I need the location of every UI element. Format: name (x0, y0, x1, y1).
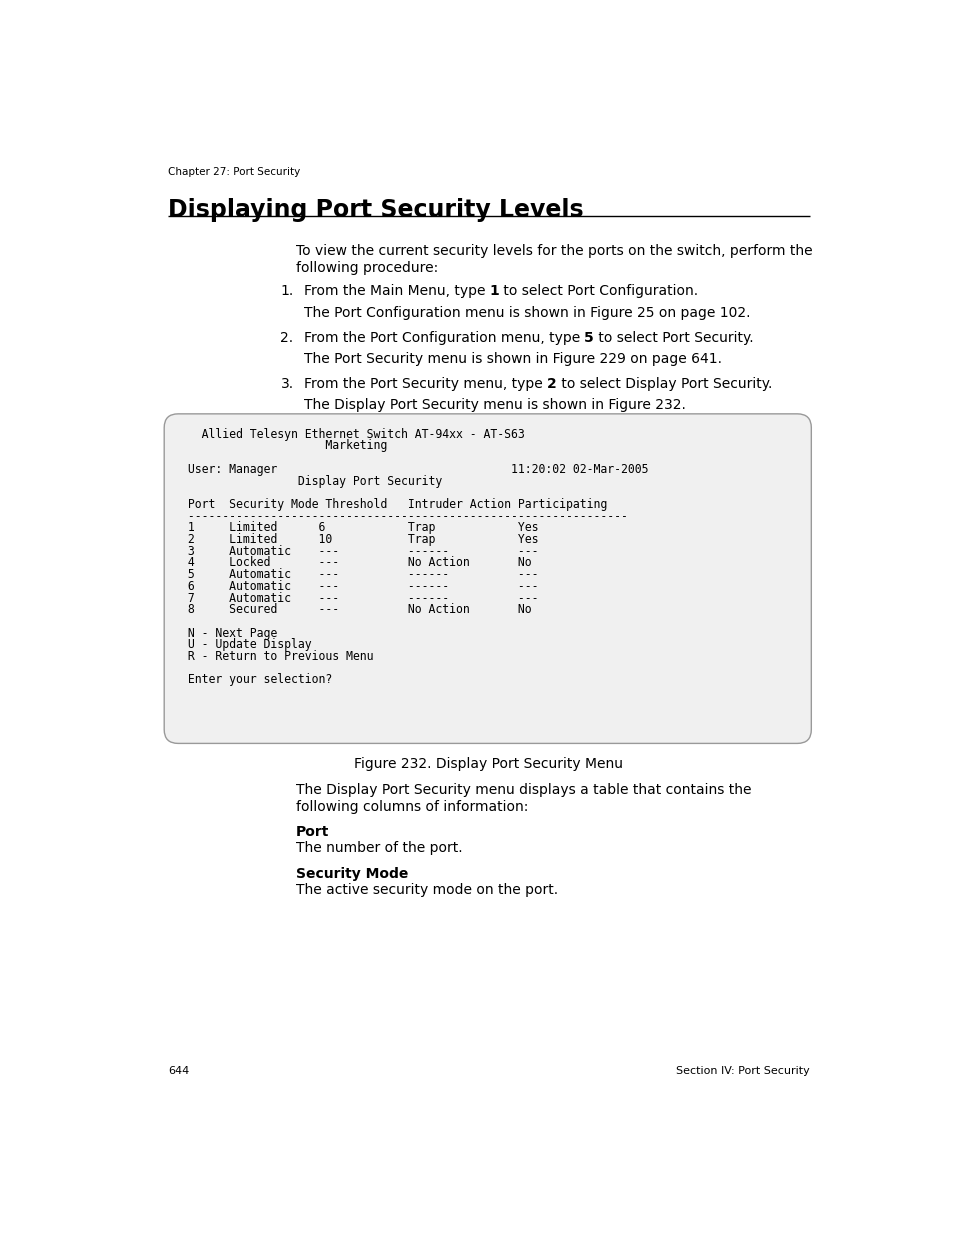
Text: Marketing: Marketing (181, 440, 387, 452)
Text: Allied Telesyn Ethernet Switch AT-94xx - AT-S63: Allied Telesyn Ethernet Switch AT-94xx -… (181, 427, 524, 441)
FancyBboxPatch shape (164, 414, 810, 743)
Text: To view the current security levels for the ports on the switch, perform the: To view the current security levels for … (295, 245, 812, 258)
Text: 7     Automatic    ---          ------          ---: 7 Automatic --- ------ --- (181, 592, 538, 605)
Text: following columns of information:: following columns of information: (295, 800, 528, 814)
Text: 8     Secured      ---          No Action       No: 8 Secured --- No Action No (181, 603, 532, 616)
Text: Figure 232. Display Port Security Menu: Figure 232. Display Port Security Menu (355, 757, 622, 772)
Text: 6     Automatic    ---          ------          ---: 6 Automatic --- ------ --- (181, 580, 538, 593)
Text: User: Manager                                  11:20:02 02-Mar-2005: User: Manager 11:20:02 02-Mar-2005 (181, 463, 648, 475)
Text: R - Return to Previous Menu: R - Return to Previous Menu (181, 650, 374, 663)
Text: Display Port Security: Display Port Security (181, 474, 442, 488)
Text: Displaying Port Security Levels: Displaying Port Security Levels (168, 199, 583, 222)
Text: From the Port Configuration menu, type: From the Port Configuration menu, type (303, 331, 583, 345)
Text: following procedure:: following procedure: (295, 262, 437, 275)
Text: The Port Security menu is shown in Figure 229 on page 641.: The Port Security menu is shown in Figur… (303, 352, 720, 367)
Text: Security Mode: Security Mode (295, 867, 408, 881)
Text: 1     Limited      6            Trap            Yes: 1 Limited 6 Trap Yes (181, 521, 538, 535)
Text: The Display Port Security menu displays a table that contains the: The Display Port Security menu displays … (295, 783, 751, 798)
Text: The active security mode on the port.: The active security mode on the port. (295, 883, 558, 897)
Text: to select Port Configuration.: to select Port Configuration. (498, 284, 698, 299)
Text: From the Port Security menu, type: From the Port Security menu, type (303, 377, 546, 391)
Text: 2.: 2. (280, 331, 294, 345)
Text: 1: 1 (489, 284, 498, 299)
Text: 2: 2 (546, 377, 556, 391)
Text: The Display Port Security menu is shown in Figure 232.: The Display Port Security menu is shown … (303, 399, 685, 412)
Text: From the Main Menu, type: From the Main Menu, type (303, 284, 489, 299)
Text: Enter your selection?: Enter your selection? (181, 673, 333, 687)
Text: 5     Automatic    ---          ------          ---: 5 Automatic --- ------ --- (181, 568, 538, 582)
Text: 1.: 1. (280, 284, 294, 299)
Text: Port: Port (295, 825, 329, 839)
Text: The Port Configuration menu is shown in Figure 25 on page 102.: The Port Configuration menu is shown in … (303, 306, 749, 320)
Text: Chapter 27: Port Security: Chapter 27: Port Security (168, 168, 300, 178)
Text: N - Next Page: N - Next Page (181, 626, 277, 640)
Text: to select Display Port Security.: to select Display Port Security. (556, 377, 771, 391)
Text: 644: 644 (168, 1066, 189, 1076)
Text: Port  Security Mode Threshold   Intruder Action Participating: Port Security Mode Threshold Intruder Ac… (181, 498, 607, 511)
Text: 3     Automatic    ---          ------          ---: 3 Automatic --- ------ --- (181, 545, 538, 558)
Text: 4     Locked       ---          No Action       No: 4 Locked --- No Action No (181, 557, 532, 569)
Text: 5: 5 (583, 331, 594, 345)
Text: to select Port Security.: to select Port Security. (594, 331, 753, 345)
Text: Section IV: Port Security: Section IV: Port Security (676, 1066, 809, 1076)
Text: U - Update Display: U - Update Display (181, 638, 312, 651)
Text: ----------------------------------------------------------------: ----------------------------------------… (181, 510, 627, 522)
Text: 2     Limited      10           Trap            Yes: 2 Limited 10 Trap Yes (181, 534, 538, 546)
Text: The number of the port.: The number of the port. (295, 841, 462, 855)
Text: 3.: 3. (280, 377, 294, 391)
